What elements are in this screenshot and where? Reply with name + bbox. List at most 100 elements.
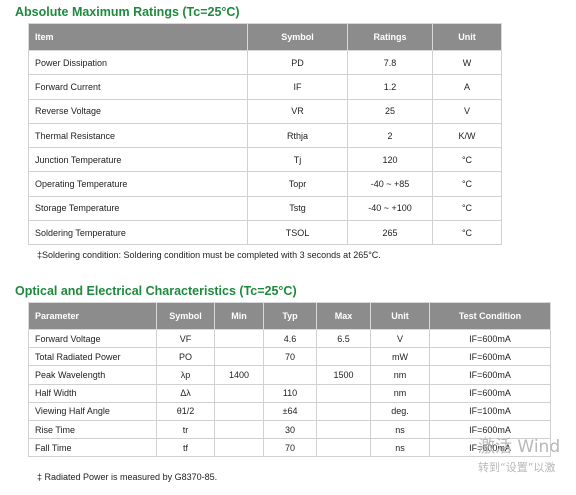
table-cell: Peak Wavelength [28,365,157,385]
table-cell: -40 ~ +85 [347,171,433,197]
table-cell: mW [370,347,430,367]
table-cell: Operating Temperature [28,171,248,197]
section-title-optical-electrical: Optical and Electrical Characteristics (… [15,284,297,298]
table-cell: Viewing Half Angle [28,401,157,421]
table-cell: Total Radiated Power [28,347,157,367]
column-header: Ratings [347,23,433,51]
table-cell: nm [370,365,430,385]
table-cell [316,438,371,458]
table-cell: 120 [347,147,433,173]
table-cell: nm [370,383,430,403]
table-cell [316,383,371,403]
column-header: Symbol [156,302,215,330]
table-cell: λp [156,365,215,385]
soldering-note: ‡Soldering condition: Soldering conditio… [37,250,381,260]
table-cell: Power Dissipation [28,49,248,76]
table-cell: PO [156,347,215,367]
optical-electrical-table: Parameter Symbol Min Typ Max Unit Test C… [28,302,551,458]
table-row: Total Radiated Power PO 70 mW IF=600mA [28,347,551,367]
table-cell: Forward Current [28,74,248,100]
column-header: Typ [263,302,317,330]
table-row: Viewing Half Angle θ1/2 ±64 deg. IF=100mA [28,401,551,421]
table-cell: V [370,328,430,349]
table-cell: Tj [247,147,348,173]
table-cell: 110 [263,383,317,403]
table-cell [214,347,264,367]
column-header: Item [28,23,248,51]
column-header: Unit [432,23,502,51]
table-row: Soldering Temperature TSOL 265 °C [28,220,502,246]
table-cell: Topr [247,171,348,197]
table-cell [214,419,264,440]
table-cell: IF=600mA [429,328,551,349]
table-cell: Soldering Temperature [28,220,248,246]
activation-watermark-hint: 转到“设置”以激 [478,461,556,474]
table-header-row: Parameter Symbol Min Typ Max Unit Test C… [28,302,551,330]
table-cell: 1400 [214,365,264,385]
table-cell: -40 ~ +100 [347,195,433,222]
table-cell [263,365,317,385]
column-header: Symbol [247,23,348,51]
table-cell: 70 [263,438,317,458]
table-cell: °C [432,147,502,173]
table-cell: Forward Voltage [28,328,157,349]
table-cell: Fall Time [28,438,157,458]
column-header: Parameter [28,302,157,330]
table-cell: 7.8 [347,49,433,76]
table-cell: 6.5 [316,328,371,349]
column-header: Max [316,302,371,330]
table-cell: Thermal Resistance [28,122,248,149]
table-cell: 25 [347,98,433,124]
table-row: Reverse Voltage VR 25 V [28,98,502,124]
table-cell [214,438,264,458]
table-cell: tf [156,438,215,458]
table-cell: Junction Temperature [28,147,248,173]
table-cell [214,328,264,349]
table-cell: ns [370,438,430,458]
radiated-power-note: ‡ Radiated Power is measured by G8370-85… [37,472,218,482]
table-cell: 1.2 [347,74,433,100]
table-cell: IF=600mA [429,419,551,440]
table-cell: IF [247,74,348,100]
table-cell: Storage Temperature [28,195,248,222]
table-cell: W [432,49,502,76]
section-title-absolute-max: Absolute Maximum Ratings (Tc=25°C) [15,5,240,19]
table-row: Forward Voltage VF 4.6 6.5 V IF=600mA [28,328,551,349]
table-cell: °C [432,220,502,246]
table-cell: IF=600mA [429,365,551,385]
table-cell: tr [156,419,215,440]
table-cell: 265 [347,220,433,246]
table-row: Forward Current IF 1.2 A [28,74,502,100]
column-header: Unit [370,302,430,330]
table-cell: 70 [263,347,317,367]
table-cell: θ1/2 [156,401,215,421]
column-header: Min [214,302,264,330]
table-cell: A [432,74,502,100]
table-cell: °C [432,171,502,197]
table-row: Half Width Δλ 110 nm IF=600mA [28,383,551,403]
table-cell: Rise Time [28,419,157,440]
table-cell: ns [370,419,430,440]
table-cell: Rthja [247,122,348,149]
table-cell: IF=100mA [429,401,551,421]
table-row: Storage Temperature Tstg -40 ~ +100 °C [28,195,502,222]
table-row: Power Dissipation PD 7.8 W [28,49,502,76]
table-cell: 30 [263,419,317,440]
table-row: Fall Time tf 70 ns IF=600mA [28,438,551,458]
table-cell [214,383,264,403]
table-cell: IF=600mA [429,383,551,403]
table-cell: 4.6 [263,328,317,349]
table-cell: VF [156,328,215,349]
table-cell [316,401,371,421]
table-row: Operating Temperature Topr -40 ~ +85 °C [28,171,502,197]
table-cell: Δλ [156,383,215,403]
table-cell: Half Width [28,383,157,403]
table-cell: IF=600mA [429,438,551,458]
absolute-max-ratings-table: Item Symbol Ratings Unit Power Dissipati… [28,23,502,246]
table-cell: VR [247,98,348,124]
table-cell [214,401,264,421]
table-cell: Reverse Voltage [28,98,248,124]
table-cell: PD [247,49,348,76]
table-cell: V [432,98,502,124]
table-cell: IF=600mA [429,347,551,367]
